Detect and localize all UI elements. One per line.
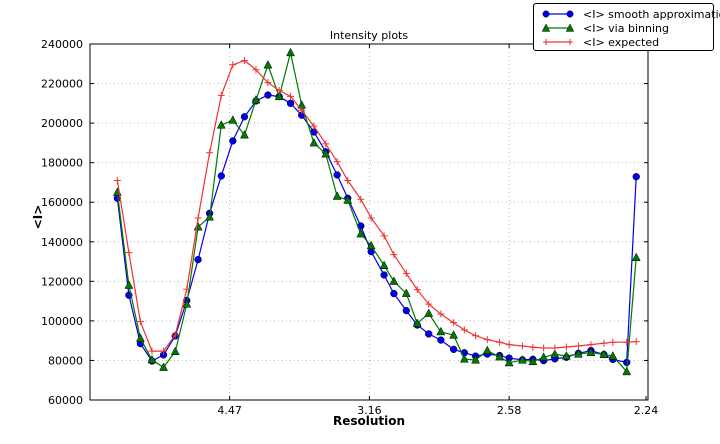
y-tick-label: 220000 [41, 78, 83, 91]
series-line [116, 59, 637, 352]
legend-label: <I> smooth approximation [583, 7, 720, 21]
x-tick-label: 2.58 [497, 404, 522, 417]
series-i-via-binning [112, 47, 641, 376]
y-tick-label: 60000 [48, 394, 83, 407]
x-axis-label: Resolution [332, 414, 406, 428]
x-tick-label: 4.47 [217, 404, 242, 417]
y-tick-label: 160000 [41, 196, 83, 209]
series-i-smooth-approximation [113, 91, 640, 367]
axis-tick-labels: 60000 80000 100000 120000 140000 160000 180000… [41, 38, 658, 417]
chart-title: Intensity plots [329, 29, 409, 42]
legend-item: <I> expected [540, 35, 709, 49]
legend-item: <I> via binning [540, 21, 709, 35]
series-markers [113, 57, 640, 355]
y-tick-label: 140000 [41, 236, 83, 249]
y-tick-label: 100000 [41, 315, 83, 328]
series-markers [112, 47, 641, 376]
y-tick-label: 120000 [41, 275, 83, 288]
legend-swatch-triangle [541, 23, 575, 32]
gridlines [90, 44, 648, 400]
legend-swatch-plus [543, 39, 573, 45]
legend-label: <I> expected [583, 35, 660, 49]
y-tick-label: 80000 [48, 354, 83, 367]
legend-item: <I> smooth approximation [540, 7, 720, 21]
y-tick-label: 180000 [41, 157, 83, 170]
y-tick-label: 240000 [41, 38, 83, 51]
legend-label: <I> via binning [583, 21, 669, 35]
x-tick-label: 2.24 [634, 404, 659, 417]
x-tick-label: 3.16 [357, 404, 382, 417]
series-markers [113, 91, 640, 367]
series-line [116, 52, 637, 374]
legend-box: <I> smooth approximation <I> via binning <… [533, 3, 720, 51]
legend-swatch-circle [542, 10, 574, 18]
y-tick-label: 200000 [41, 117, 83, 130]
y-axis-label: <I> [31, 204, 45, 230]
series-line [116, 94, 637, 364]
series-i-expected [113, 57, 640, 355]
